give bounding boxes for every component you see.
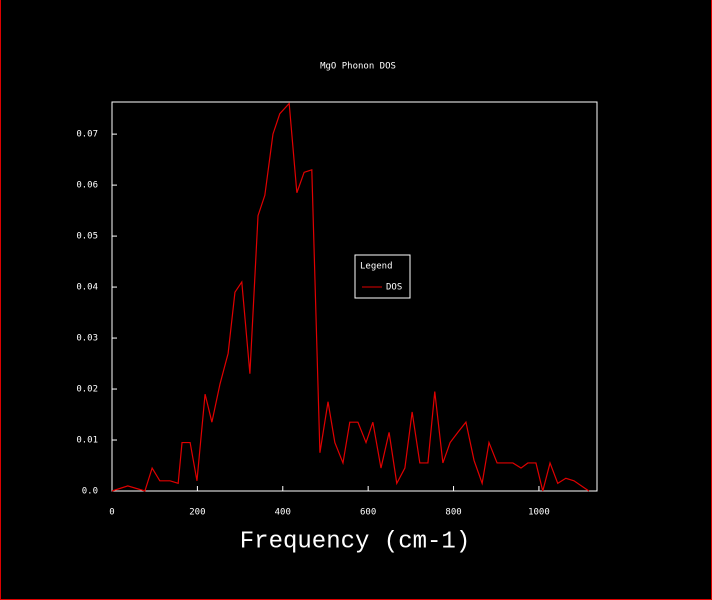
legend-title: Legend <box>360 262 393 272</box>
x-tick-label: 200 <box>189 508 205 518</box>
x-tick-label: 600 <box>360 508 376 518</box>
y-tick-label: 0.02 <box>76 385 98 395</box>
legend-label: DOS <box>386 283 402 293</box>
x-tick-label: 800 <box>445 508 461 518</box>
x-tick-label: 1000 <box>528 508 550 518</box>
legend-box <box>354 254 411 299</box>
y-tick-label: 0.01 <box>76 436 98 446</box>
data-line <box>111 102 590 492</box>
chart-title: MgO Phonon DOS <box>320 62 396 72</box>
plot-frame <box>111 101 598 492</box>
y-tick-label: 0.06 <box>76 181 98 191</box>
y-tick-label: 0.0 <box>82 487 98 497</box>
x-tick-label: 0 <box>109 508 114 518</box>
x-tick-label: 400 <box>275 508 291 518</box>
y-tick-label: 0.05 <box>76 232 98 242</box>
y-tick-label: 0.03 <box>76 334 98 344</box>
y-tick-label: 0.07 <box>76 130 98 140</box>
x-axis-label: Frequency (cm-1) <box>240 528 470 555</box>
y-tick-label: 0.04 <box>76 283 98 293</box>
